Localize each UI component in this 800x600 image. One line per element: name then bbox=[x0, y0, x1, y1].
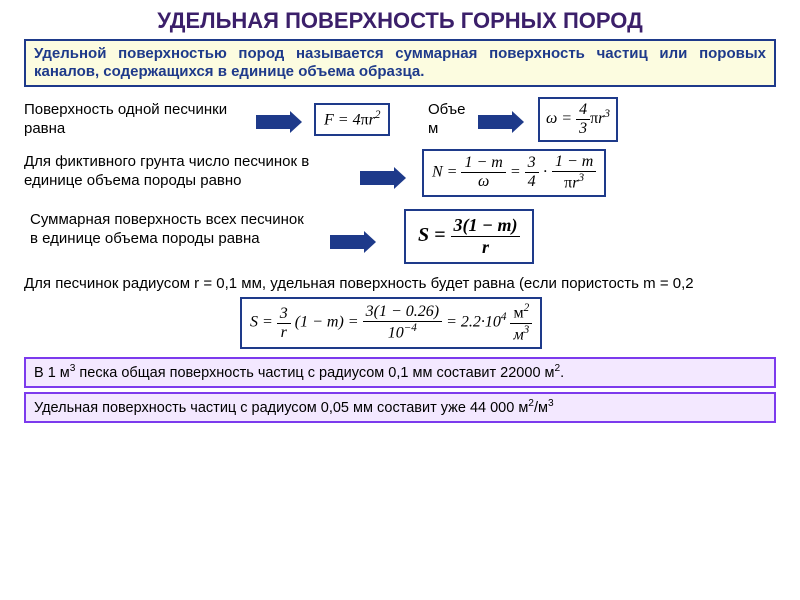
formula-S: S = 3(1 − m) r bbox=[404, 209, 534, 264]
arrow-icon bbox=[478, 115, 512, 129]
note-2: Удельная поверхность частиц с радиусом 0… bbox=[24, 392, 776, 423]
definition-box: Удельной поверхностью пород называется с… bbox=[24, 39, 776, 87]
volume-label: Объе м bbox=[428, 101, 465, 137]
arrow-icon bbox=[256, 115, 290, 129]
note-1: В 1 м3 песка общая поверхность частиц с … bbox=[24, 357, 776, 388]
surface-one-label: Поверхность одной песчинки равна bbox=[24, 101, 227, 137]
formula-S-calc: S = 3r (1 − m) = 3(1 − 0.26)10−4 = 2.2·1… bbox=[240, 297, 542, 349]
page-title: УДЕЛЬНАЯ ПОВЕРХНОСТЬ ГОРНЫХ ПОРОД bbox=[0, 0, 800, 39]
total-surface-label: Суммарная поверхность всех песчинок в ед… bbox=[30, 211, 304, 247]
formula-N: N = 1 − mω = 34 · 1 − mπr3 bbox=[422, 149, 606, 196]
arrow-icon bbox=[360, 171, 394, 185]
fictive-label: Для фиктивного грунта число песчинок в е… bbox=[24, 153, 309, 189]
formula-F: F = 4πr2 bbox=[314, 103, 390, 135]
for-radius-label: Для песчинок радиусом r = 0,1 мм, удельн… bbox=[24, 275, 694, 292]
formula-omega: ω = 43πr3 bbox=[538, 97, 618, 142]
arrow-icon bbox=[330, 235, 364, 249]
